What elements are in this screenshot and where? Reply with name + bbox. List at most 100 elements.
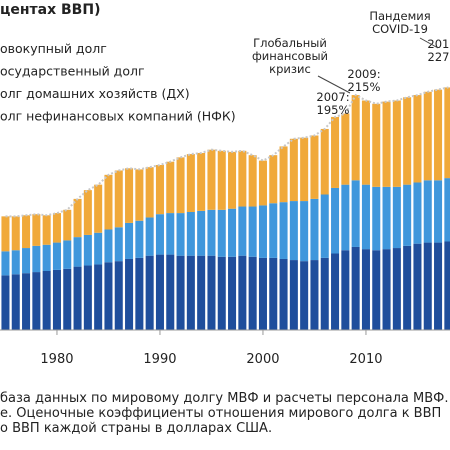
annotation-arrow [317, 75, 351, 94]
bar-segment [228, 151, 237, 209]
bar-segment [32, 245, 41, 273]
bar-segment [423, 180, 432, 243]
annotation: кризис [269, 62, 311, 76]
bar-segment [434, 242, 443, 330]
bar-segment [310, 135, 319, 199]
bar-segment [331, 253, 340, 330]
bar-segment [114, 261, 123, 330]
bar-segment [217, 150, 226, 210]
bar-segment [331, 116, 340, 188]
bar-segment [166, 161, 175, 214]
plot: 1980 1990 2000 2010 овокупный долг осударстве… [0, 9, 450, 436]
bar-segment [186, 255, 195, 330]
bar-segment [341, 113, 350, 185]
bar-segment [269, 203, 278, 258]
bar-segment [392, 100, 401, 187]
bar-segment [63, 209, 72, 241]
bar-segment [258, 160, 267, 206]
bar-segment [361, 184, 370, 250]
bar-segment [413, 182, 422, 244]
bar-segment [197, 255, 206, 330]
bar-segment [145, 255, 154, 330]
bar-segment [83, 234, 92, 266]
bar-segment [11, 216, 20, 251]
x-tick-label: 2000 [246, 352, 279, 367]
bar-segment [279, 202, 288, 259]
bar-segment [63, 268, 72, 330]
bar-segment [269, 257, 278, 330]
bar-segment [63, 240, 72, 269]
bar-segment [94, 232, 103, 265]
bar-segment [155, 165, 164, 215]
bar-segment [403, 245, 412, 330]
bar-segment [42, 270, 51, 330]
bar-segment [114, 227, 123, 262]
bar-segment [22, 273, 31, 330]
bar-segment [289, 138, 298, 202]
bar-segment [42, 215, 51, 245]
bar-segment [73, 266, 82, 330]
bar-segment [176, 255, 185, 330]
annotation-arrow [419, 37, 439, 49]
source-note: база данных по мировому долгу МВФ и расч… [0, 391, 448, 406]
bar-segment [94, 264, 103, 330]
total-line [5, 86, 449, 218]
bar-segment [238, 150, 247, 207]
annotation: 227% [428, 50, 450, 64]
bar-segment [403, 97, 412, 185]
chart-title: центах ВВП) [0, 2, 100, 18]
bar-segment [197, 152, 206, 211]
source-note: о ВВП каждой страны в долларах США. [0, 421, 272, 436]
bar-segment [145, 217, 154, 256]
legend-label: олг домашних хозяйств (ДХ) [0, 86, 190, 101]
bar-segment [444, 178, 450, 242]
bar-segment [320, 128, 329, 195]
x-tick-label: 2010 [349, 352, 382, 367]
bar-segment [207, 255, 216, 330]
bar-segment [217, 209, 226, 257]
bar-segment [423, 242, 432, 330]
bar-segment [434, 180, 443, 243]
bar-segment [279, 146, 288, 203]
bar-segment [351, 246, 360, 330]
bar-segment [228, 256, 237, 330]
bar-segment [197, 210, 206, 256]
bar-segment [104, 262, 113, 330]
annotation: Пандемия [369, 9, 430, 23]
bar-segment [372, 186, 381, 251]
bar-segment [331, 187, 340, 254]
bar-segment [423, 91, 432, 181]
legend-label: овокупный долг [0, 41, 107, 56]
bar-segment [104, 229, 113, 263]
annotation: 2009: [347, 67, 380, 81]
bar-segment [11, 250, 20, 275]
bar-segment [32, 214, 41, 246]
bar-segment [155, 214, 164, 255]
bar-segment [269, 155, 278, 204]
bar-segment [42, 244, 51, 271]
annotation: 2007: [316, 90, 349, 104]
bar-segment [207, 149, 216, 210]
bar-segment [217, 256, 226, 330]
bar-segment [1, 251, 10, 276]
bar-segment [135, 169, 144, 221]
bar-segment [83, 265, 92, 330]
bar-segment [186, 211, 195, 256]
bar-segment [186, 154, 195, 212]
bar-segment [382, 249, 391, 330]
bar-segment [289, 260, 298, 330]
annotation: 2019: [427, 37, 450, 51]
bar-segment [125, 222, 134, 259]
bar-segment [300, 137, 309, 202]
bar-segment [289, 201, 298, 261]
bar-segment [32, 272, 41, 330]
legend-label: олг нефинансовых компаний (НФК) [0, 109, 236, 124]
bar-segment [1, 275, 10, 330]
annotation: COVID-19 [372, 22, 428, 36]
bar-segment [22, 248, 31, 274]
bar-segment [310, 198, 319, 261]
bar-segment [125, 258, 134, 330]
annotation: Глобальный [253, 36, 327, 50]
